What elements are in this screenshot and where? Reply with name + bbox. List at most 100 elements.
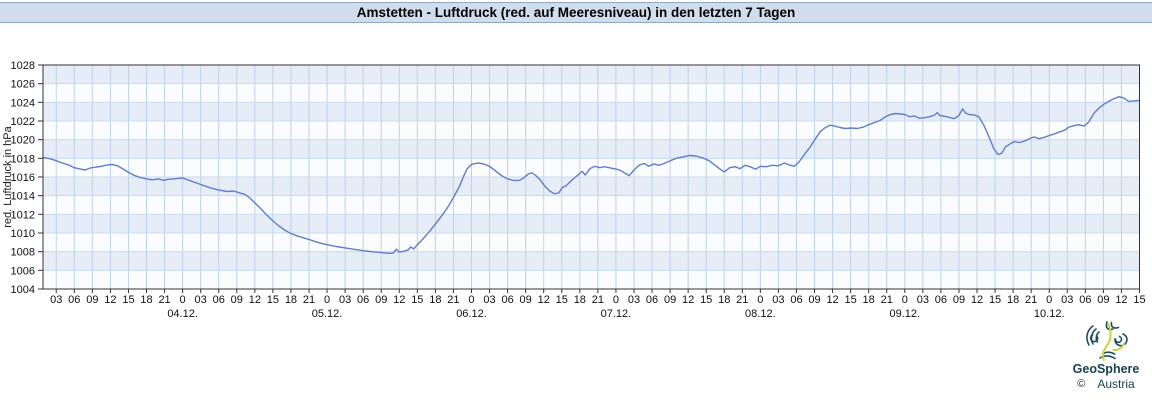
x-hour-label: 21 — [303, 294, 315, 306]
x-hour-label: 15 — [1133, 294, 1145, 306]
x-hour-label: 09 — [1097, 294, 1109, 306]
x-hour-label: 15 — [700, 294, 712, 306]
x-hour-label: 21 — [592, 294, 604, 306]
y-tick-label: 1018 — [11, 153, 35, 165]
x-hour-label: 15 — [556, 294, 568, 306]
x-axis-hour-labels: 03 06 09 12 15 18 21 0 03 06 09 12 15 18 21 0 03 06 09 12 15… — [50, 294, 1146, 306]
x-hour-label: 15 — [267, 294, 279, 306]
geosphere-logo: GeoSphere © Austria — [1060, 320, 1152, 391]
x-hour-label: 21 — [736, 294, 748, 306]
x-hour-label: 12 — [104, 294, 116, 306]
x-hour-label: 09 — [808, 294, 820, 306]
band — [43, 102, 1140, 121]
x-hour-label: 06 — [1079, 294, 1091, 306]
x-date-label: 04.12. — [167, 308, 198, 320]
x-hour-label: 15 — [989, 294, 1001, 306]
x-hour-label: 18 — [140, 294, 152, 306]
pressure-line — [42, 95, 1140, 255]
band — [43, 121, 1140, 140]
y-tick-label: 1004 — [11, 284, 35, 296]
x-hour-label: 06 — [68, 294, 80, 306]
y-axis-title: red. Luftdruck in hPa — [2, 125, 14, 227]
x-hour-label: 15 — [122, 294, 134, 306]
y-tick-label: 1008 — [11, 247, 35, 259]
x-hour-label: 09 — [375, 294, 387, 306]
x-hour-label: 06 — [790, 294, 802, 306]
x-hour-label: 21 — [881, 294, 893, 306]
x-hour-label: 12 — [682, 294, 694, 306]
x-date-label: 09.12. — [889, 308, 920, 320]
x-hour-label: 21 — [447, 294, 459, 306]
x-hour-label: 03 — [628, 294, 640, 306]
x-hour-label: 12 — [393, 294, 405, 306]
band — [43, 270, 1140, 289]
x-hour-label: 18 — [1007, 294, 1019, 306]
background-bands — [43, 65, 1140, 289]
x-hour-label: 09 — [86, 294, 98, 306]
x-hour-label: 06 — [213, 294, 225, 306]
x-hour-label: 09 — [231, 294, 243, 306]
x-hour-label: 0 — [902, 294, 908, 306]
band — [43, 214, 1140, 233]
x-hour-label: 18 — [718, 294, 730, 306]
x-hour-label: 12 — [971, 294, 983, 306]
y-tick-label: 1020 — [11, 135, 35, 147]
gridlines — [43, 65, 1140, 289]
y-tick-label: 1028 — [11, 60, 35, 72]
axis-ticks — [38, 64, 1140, 293]
y-tick-label: 1012 — [11, 209, 35, 221]
geosphere-logo-icon — [1086, 321, 1128, 361]
x-hour-label: 09 — [664, 294, 676, 306]
x-hour-label: 0 — [757, 294, 763, 306]
x-hour-label: 18 — [574, 294, 586, 306]
x-hour-label: 03 — [50, 294, 62, 306]
y-tick-label: 1022 — [11, 116, 35, 128]
x-hour-label: 0 — [180, 294, 186, 306]
x-hour-label: 0 — [1046, 294, 1052, 306]
x-hour-label: 03 — [772, 294, 784, 306]
y-tick-label: 1024 — [11, 97, 35, 109]
x-hour-label: 06 — [357, 294, 369, 306]
logo-brand-name: GeoSphere — [1072, 362, 1140, 376]
x-date-label: 05.12. — [312, 308, 343, 320]
x-date-label: 10.12. — [1034, 308, 1065, 320]
x-hour-label: 0 — [613, 294, 619, 306]
x-hour-label: 03 — [339, 294, 351, 306]
copyright-symbol: © — [1077, 378, 1086, 390]
y-axis-labels: 1004 1006 1008 1010 1012 1014 1016 1018 1020 1022… — [11, 60, 35, 296]
y-tick-label: 1014 — [11, 191, 35, 203]
x-hour-label: 03 — [1061, 294, 1073, 306]
x-hour-label: 09 — [953, 294, 965, 306]
chart-title: Amstetten - Luftdruck (red. auf Meeresni… — [356, 5, 796, 20]
y-tick-label: 1006 — [11, 265, 35, 277]
x-hour-label: 03 — [917, 294, 929, 306]
x-hour-label: 12 — [538, 294, 550, 306]
x-hour-label: 12 — [1115, 294, 1127, 306]
y-tick-label: 1010 — [11, 228, 35, 240]
x-hour-label: 0 — [324, 294, 330, 306]
x-hour-label: 03 — [195, 294, 207, 306]
x-hour-label: 0 — [468, 294, 474, 306]
y-tick-label: 1026 — [11, 79, 35, 91]
logo-country-name: Austria — [1097, 377, 1135, 391]
x-hour-label: 21 — [1025, 294, 1037, 306]
x-date-label: 06.12. — [456, 308, 487, 320]
x-axis-date-labels: 04.12. 05.12. 06.12. 07.12. 08.12. 09.12. 10.1… — [167, 308, 1064, 320]
band — [43, 195, 1140, 215]
x-hour-label: 06 — [501, 294, 513, 306]
band — [43, 65, 1140, 84]
x-hour-label: 06 — [646, 294, 658, 306]
x-date-label: 07.12. — [601, 308, 632, 320]
x-hour-label: 15 — [845, 294, 857, 306]
band — [43, 251, 1140, 271]
x-hour-label: 09 — [520, 294, 532, 306]
x-date-label: 08.12. — [745, 308, 776, 320]
pressure-series — [42, 95, 1140, 255]
x-hour-label: 15 — [411, 294, 423, 306]
band — [43, 177, 1140, 196]
band — [43, 233, 1140, 252]
y-tick-label: 1016 — [11, 172, 35, 184]
chart-title-bar: Amstetten - Luftdruck (red. auf Meeresni… — [0, 2, 1152, 23]
